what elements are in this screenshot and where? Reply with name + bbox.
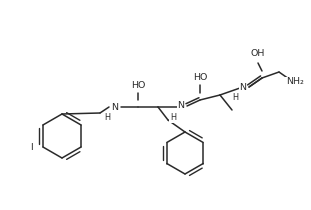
Text: HO: HO bbox=[131, 81, 145, 91]
Text: H: H bbox=[232, 93, 238, 102]
Text: H: H bbox=[104, 113, 110, 122]
Text: N: N bbox=[112, 102, 118, 112]
Text: N: N bbox=[178, 101, 184, 110]
Text: H: H bbox=[170, 113, 176, 122]
Text: HO: HO bbox=[193, 74, 207, 83]
Text: I: I bbox=[30, 143, 33, 151]
Text: OH: OH bbox=[251, 49, 265, 58]
Text: NH₂: NH₂ bbox=[286, 77, 304, 87]
Text: N: N bbox=[239, 83, 247, 92]
